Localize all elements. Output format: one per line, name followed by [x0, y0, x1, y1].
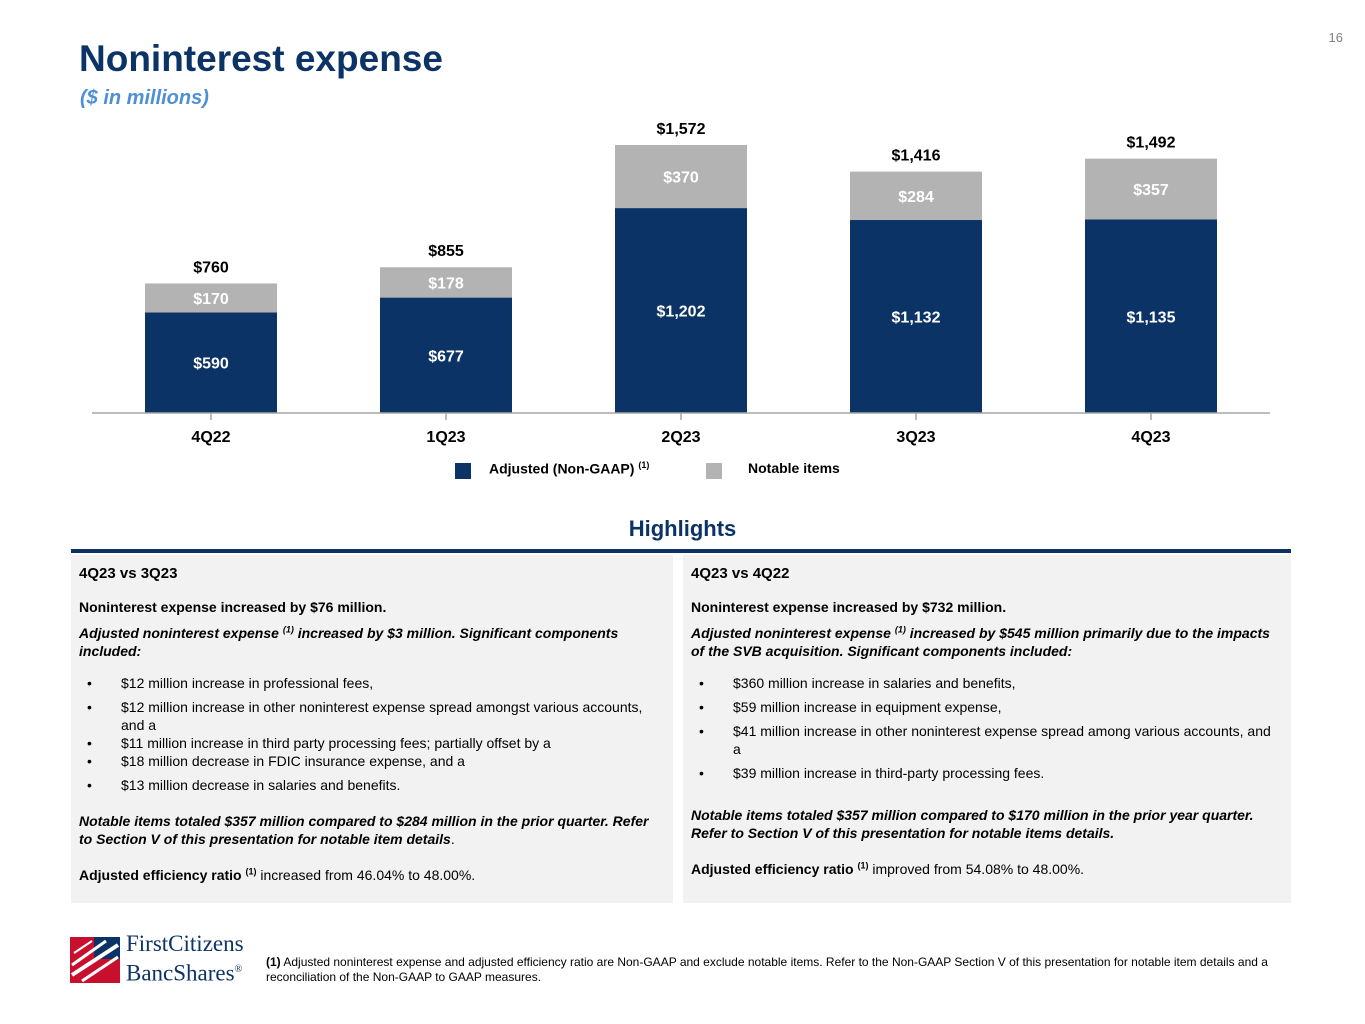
bar-adjusted-3q23 — [850, 220, 982, 413]
bar-adjusted-4q23 — [1085, 219, 1217, 413]
data-label-notable: $178 — [428, 275, 464, 292]
x-tick-label: 4Q23 — [1131, 429, 1170, 446]
components-list: $12 million increase in professional fee… — [79, 674, 664, 794]
bar-chart: $590 $170 $760 $677 $178 $855 $1,202 $370 $1,572… — [92, 121, 1270, 446]
adjusted-summary: Adjusted noninterest expense (1) increas… — [691, 624, 1270, 659]
list-item: $39 million increase in third-party proc… — [691, 764, 1282, 782]
bar-notable-4q23 — [1085, 158, 1217, 220]
notable-summary: Notable items totaled $357 million compa… — [691, 807, 1254, 841]
data-label-notable: $170 — [193, 291, 229, 308]
data-label-notable: $357 — [1133, 182, 1169, 199]
data-label-adjusted: $590 — [193, 356, 229, 373]
bar-notable-4q22 — [145, 283, 277, 313]
total-label: $1,572 — [657, 121, 706, 138]
list-item: $13 million decrease in salaries and ben… — [79, 776, 664, 794]
legend-label-adjusted: Adjusted (Non-GAAP) (1) — [489, 460, 650, 477]
company-logo: FirstCitizens BancShares® — [70, 931, 252, 987]
panel-lead: Noninterest expense increased by $732 mi… — [691, 599, 1007, 615]
list-item: $18 million decrease in FDIC insurance e… — [79, 752, 664, 770]
data-label-adjusted: $677 — [428, 348, 464, 365]
total-label: $760 — [193, 259, 229, 276]
legend-label-notable: Notable items — [748, 460, 840, 476]
x-tick-label: 4Q22 — [191, 429, 230, 446]
panel-heading: 4Q23 vs 4Q22 — [691, 565, 790, 582]
highlights-panel-yoy: 4Q23 vs 4Q22 Noninterest expense increas… — [683, 555, 1291, 903]
total-label: $1,416 — [892, 148, 941, 165]
panel-heading: 4Q23 vs 3Q23 — [79, 565, 178, 582]
legend-swatch-notable — [706, 463, 722, 479]
highlights-panel-qoq: 4Q23 vs 3Q23 Noninterest expense increas… — [71, 555, 673, 903]
data-label-notable: $284 — [898, 189, 934, 206]
data-label-adjusted: $1,202 — [657, 304, 706, 321]
efficiency-ratio: Adjusted efficiency ratio (1) improved f… — [691, 860, 1085, 877]
total-label: $855 — [428, 243, 464, 260]
highlights-title: Highlights — [628, 516, 737, 541]
page-title: Noninterest expense — [79, 38, 443, 79]
components-list: $360 million increase in salaries and be… — [691, 674, 1282, 782]
list-item: $59 million increase in equipment expens… — [691, 698, 1282, 716]
data-label-notable: $370 — [663, 170, 699, 187]
bar-notable-3q23 — [850, 171, 982, 221]
list-item: $360 million increase in salaries and be… — [691, 674, 1282, 692]
chart-legend: Adjusted (Non-GAAP) (1) Notable items — [0, 458, 1365, 482]
total-label: $1,492 — [1127, 135, 1176, 152]
data-label-adjusted: $1,132 — [892, 310, 941, 327]
bar-adjusted-2q23 — [615, 208, 747, 413]
footnote: (1) Adjusted noninterest expense and adj… — [266, 955, 1268, 984]
efficiency-ratio: Adjusted efficiency ratio (1) increased … — [79, 866, 476, 883]
x-tick-label: 1Q23 — [426, 429, 465, 446]
x-axis-ticks: 4Q22 1Q23 2Q23 3Q23 4Q23 — [191, 413, 1171, 446]
list-item: $12 million increase in other noninteres… — [79, 698, 664, 734]
bar-adjusted-4q22 — [145, 312, 277, 413]
notable-summary: Notable items totaled $357 million compa… — [79, 813, 649, 847]
bar-adjusted-1q23 — [380, 297, 512, 413]
x-tick-label: 3Q23 — [896, 429, 935, 446]
chart-bars: $590 $170 $760 $677 $178 $855 $1,202 $370 $1,572… — [145, 121, 1217, 413]
flag-icon — [70, 937, 120, 983]
adjusted-summary: Adjusted noninterest expense (1) increas… — [79, 624, 619, 659]
legend-swatch-adjusted — [455, 463, 471, 479]
page-subtitle: ($ in millions) — [80, 87, 209, 109]
logo-wordmark: FirstCitizens BancShares® — [126, 931, 244, 986]
highlights-divider — [71, 549, 1291, 553]
list-item: $41 million increase in other noninteres… — [691, 722, 1282, 758]
bar-notable-1q23 — [380, 267, 512, 298]
list-item: $11 million increase in third party proc… — [79, 734, 664, 752]
data-label-adjusted: $1,135 — [1127, 309, 1176, 326]
panel-lead: Noninterest expense increased by $76 mil… — [79, 599, 387, 615]
page-number: 16 — [1328, 30, 1343, 45]
x-tick-label: 2Q23 — [661, 429, 700, 446]
bar-notable-2q23 — [615, 145, 747, 209]
list-item: $12 million increase in professional fee… — [79, 674, 664, 692]
